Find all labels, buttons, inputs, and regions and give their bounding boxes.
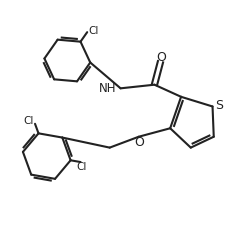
Text: Cl: Cl [88, 26, 98, 36]
Text: O: O [135, 136, 144, 149]
Text: NH: NH [99, 82, 116, 95]
Text: O: O [156, 51, 166, 64]
Text: S: S [215, 99, 223, 113]
Text: Cl: Cl [77, 162, 87, 172]
Text: Cl: Cl [23, 116, 33, 126]
